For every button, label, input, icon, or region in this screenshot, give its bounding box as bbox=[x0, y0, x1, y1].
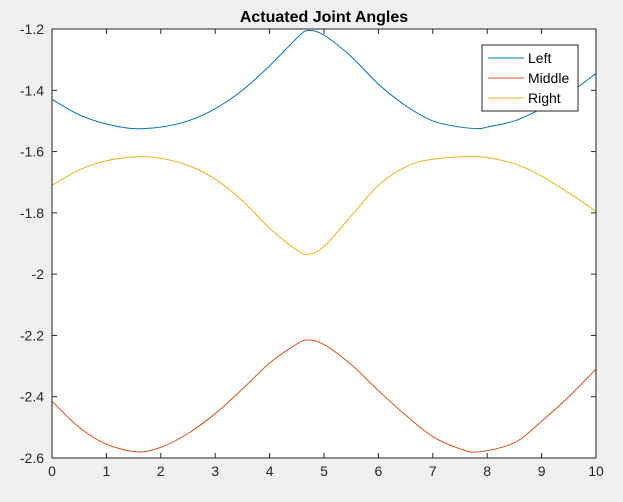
chart-title: Actuated Joint Angles bbox=[240, 9, 408, 26]
x-tick-label: 4 bbox=[266, 463, 274, 479]
y-tick-label: -1.8 bbox=[20, 205, 44, 221]
y-tick-label: -2 bbox=[32, 266, 45, 282]
x-tick-label: 6 bbox=[375, 463, 383, 479]
y-tick-label: -2.6 bbox=[20, 450, 44, 466]
x-tick-label: 7 bbox=[429, 463, 437, 479]
x-tick-label: 2 bbox=[157, 463, 165, 479]
series-line-left bbox=[51, 29, 597, 130]
y-tick-label: -1.6 bbox=[20, 144, 44, 160]
y-tick-label: -2.4 bbox=[20, 389, 44, 405]
y-tick-label: -1.4 bbox=[20, 82, 44, 98]
series-line-middle bbox=[51, 339, 597, 453]
series-layer bbox=[51, 29, 597, 453]
x-tick-label: 5 bbox=[320, 463, 328, 479]
axes-box bbox=[51, 28, 597, 459]
legend-label-left: Left bbox=[528, 50, 551, 66]
y-tick-label: -2.2 bbox=[20, 327, 44, 343]
x-tick-label: 9 bbox=[538, 463, 546, 479]
x-tick-label: 3 bbox=[211, 463, 219, 479]
y-tick-label: -1.2 bbox=[20, 21, 44, 37]
legend-label-middle: Middle bbox=[528, 70, 569, 86]
x-tick-label: 0 bbox=[48, 463, 56, 479]
x-tick-label: 10 bbox=[588, 463, 604, 479]
series-line-right bbox=[51, 156, 597, 255]
legend-label-right: Right bbox=[528, 90, 561, 106]
x-tick-label: 8 bbox=[483, 463, 491, 479]
ticks-layer: 0 1 2 3 4 5 6 7 8 9 10 -2.6 -2.4 -2.2 -2 -1.8 -1.6 -1.4 -1… bbox=[20, 21, 604, 479]
legend: Left Middle Right bbox=[481, 44, 579, 112]
x-tick-label: 1 bbox=[103, 463, 111, 479]
